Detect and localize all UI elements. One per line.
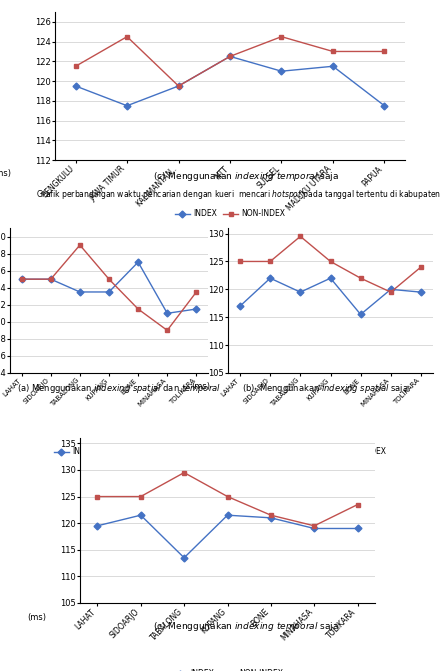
INDEX: [268, 274, 273, 282]
INDEX: [328, 274, 333, 282]
INDEX: [418, 288, 424, 296]
Text: (ms): (ms): [191, 382, 210, 391]
INDEX: [95, 522, 100, 530]
Line: INDEX: INDEX: [95, 513, 360, 560]
NON-INDEX: [106, 275, 112, 283]
Legend: INDEX, NON-INDEX: INDEX, NON-INDEX: [175, 209, 285, 218]
Legend: INDEX, NON-INDEX: INDEX, NON-INDEX: [275, 447, 386, 456]
INDEX: [106, 288, 112, 296]
Text: (c) Menggunakan $\it{indexing\ temporal}$ saja: (c) Menggunakan $\it{indexing\ temporal}…: [153, 170, 340, 183]
INDEX: [358, 311, 363, 319]
INDEX: [355, 525, 360, 533]
NON-INDEX: [268, 258, 273, 266]
INDEX: [312, 525, 317, 533]
NON-INDEX: [330, 48, 336, 56]
INDEX: [382, 102, 387, 110]
INDEX: [48, 275, 53, 283]
Line: NON-INDEX: NON-INDEX: [95, 470, 360, 528]
NON-INDEX: [138, 493, 143, 501]
NON-INDEX: [19, 275, 24, 283]
Line: NON-INDEX: NON-INDEX: [73, 34, 387, 89]
INDEX: [388, 285, 393, 293]
NON-INDEX: [238, 258, 243, 266]
NON-INDEX: [358, 274, 363, 282]
INDEX: [136, 258, 141, 266]
INDEX: [73, 82, 78, 90]
Legend: INDEX, NON-INDEX: INDEX, NON-INDEX: [172, 670, 283, 671]
Legend: INDEX, NON-INDEX: INDEX, NON-INDEX: [54, 447, 164, 456]
INDEX: [194, 305, 199, 313]
NON-INDEX: [136, 305, 141, 313]
INDEX: [330, 62, 336, 70]
Line: INDEX: INDEX: [73, 54, 387, 108]
INDEX: [238, 302, 243, 310]
Text: (a) Menggunakan $\it{indexing\ spatial}$ dan $\it{temporal}$: (a) Menggunakan $\it{indexing\ spatial}$…: [17, 382, 221, 395]
Text: (ms): (ms): [0, 169, 11, 178]
INDEX: [225, 511, 230, 519]
INDEX: [125, 102, 130, 110]
NON-INDEX: [48, 275, 53, 283]
INDEX: [227, 52, 233, 60]
Line: NON-INDEX: NON-INDEX: [19, 243, 199, 333]
INDEX: [268, 514, 274, 522]
INDEX: [298, 288, 303, 296]
NON-INDEX: [225, 493, 230, 501]
NON-INDEX: [181, 468, 187, 476]
Text: Grafik perbandingan waktu pencarian dengan kueri  mencari $\it{hotspot}$ pada ta: Grafik perbandingan waktu pencarian deng…: [36, 188, 440, 201]
NON-INDEX: [73, 62, 78, 70]
NON-INDEX: [227, 52, 233, 60]
NON-INDEX: [176, 82, 181, 90]
NON-INDEX: [388, 288, 393, 296]
INDEX: [77, 288, 83, 296]
Line: NON-INDEX: NON-INDEX: [238, 234, 423, 295]
NON-INDEX: [95, 493, 100, 501]
Text: (ms): (ms): [27, 613, 46, 622]
Line: INDEX: INDEX: [238, 276, 423, 317]
NON-INDEX: [77, 241, 83, 249]
NON-INDEX: [382, 48, 387, 56]
NON-INDEX: [165, 326, 170, 334]
INDEX: [176, 82, 181, 90]
NON-INDEX: [328, 258, 333, 266]
INDEX: [138, 511, 143, 519]
NON-INDEX: [312, 522, 317, 530]
Line: INDEX: INDEX: [19, 260, 199, 316]
NON-INDEX: [125, 33, 130, 41]
Text: (b)  Menggunakan $\it{indexing\ spatial}$ saja: (b) Menggunakan $\it{indexing\ spatial}$…: [242, 382, 409, 395]
NON-INDEX: [268, 511, 274, 519]
INDEX: [19, 275, 24, 283]
NON-INDEX: [418, 263, 424, 271]
INDEX: [181, 554, 187, 562]
Text: (c) Menggunakan $\it{indexing\ temporal}$ saja: (c) Menggunakan $\it{indexing\ temporal}…: [153, 620, 340, 633]
NON-INDEX: [355, 501, 360, 509]
INDEX: [279, 67, 284, 75]
INDEX: [165, 309, 170, 317]
NON-INDEX: [279, 33, 284, 41]
NON-INDEX: [194, 288, 199, 296]
NON-INDEX: [298, 232, 303, 240]
